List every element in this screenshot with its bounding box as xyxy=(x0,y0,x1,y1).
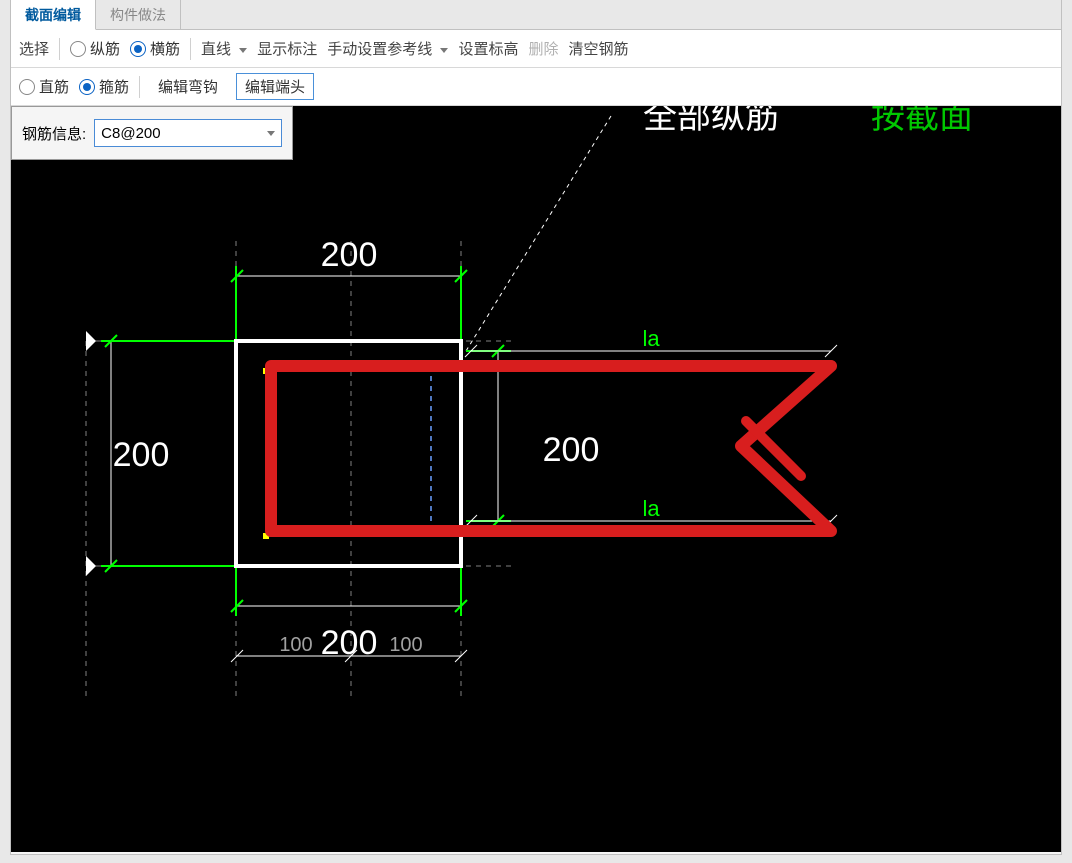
radio-longitudinal-label: 纵筋 xyxy=(90,38,120,59)
dim-top-label: 200 xyxy=(321,236,378,274)
radio-transverse[interactable]: 横筋 xyxy=(130,38,180,59)
dim-top: 200 xyxy=(231,236,467,346)
tab-component-method[interactable]: 构件做法 xyxy=(96,0,181,29)
clear-rebar-button[interactable]: 清空钢筋 xyxy=(568,38,628,59)
section-drawing: 全部纵筋 按截面 200 xyxy=(11,106,1061,852)
chevron-down-icon xyxy=(440,48,448,53)
radio-straight-bar[interactable]: 直筋 xyxy=(19,76,69,97)
edit-end-button[interactable]: 编辑端头 xyxy=(236,73,314,100)
rebar-info-label: 钢筋信息: xyxy=(22,123,86,144)
rebar-hook-icon xyxy=(746,421,801,476)
la-dims: la la xyxy=(465,326,837,527)
chevron-down-icon xyxy=(239,48,247,53)
rebar-info-panel: 钢筋信息: xyxy=(11,106,293,160)
leader-line xyxy=(466,116,611,351)
line-tool-button[interactable]: 直线 xyxy=(201,38,247,59)
dim-bottom-100l: 100 xyxy=(279,634,312,656)
toolbar-main: 选择 纵筋 横筋 直线 显示标注 手动设置参考线 设置标高 删除 清空钢筋 xyxy=(11,30,1061,68)
rebar-info-combo[interactable] xyxy=(94,119,282,147)
canvas-mode: 按截面 xyxy=(871,106,973,136)
radio-transverse-label: 横筋 xyxy=(150,38,180,59)
show-label-button[interactable]: 显示标注 xyxy=(257,38,317,59)
line-tool-label: 直线 xyxy=(201,41,231,58)
radio-icon xyxy=(70,41,86,57)
dim-left: 200 xyxy=(86,331,236,576)
radio-straight-label: 直筋 xyxy=(39,76,69,97)
dim-bottom: 100 100 200 xyxy=(231,566,467,662)
tab-section-edit[interactable]: 截面编辑 xyxy=(11,0,96,30)
delete-button[interactable]: 删除 xyxy=(528,38,558,59)
set-elevation-button[interactable]: 设置标高 xyxy=(458,38,518,59)
rebar-info-input[interactable] xyxy=(101,125,251,142)
dim-mid: 200 xyxy=(466,345,599,527)
app-frame: 截面编辑 构件做法 选择 纵筋 横筋 直线 显示标注 手动设置参考线 设置标高 … xyxy=(10,0,1062,855)
radio-stirrup[interactable]: 箍筋 xyxy=(79,76,129,97)
separator-icon xyxy=(139,76,140,98)
tab-bar: 截面编辑 构件做法 xyxy=(11,0,1061,30)
separator-icon xyxy=(190,38,191,60)
separator-icon xyxy=(59,38,60,60)
inner-stirrup-rect xyxy=(266,371,431,536)
dim-left-label: 200 xyxy=(113,436,170,474)
radio-icon xyxy=(19,79,35,95)
dim-bottom-label: 200 xyxy=(321,624,378,662)
la-bot-label: la xyxy=(642,496,660,521)
dim-bottom-100r: 100 xyxy=(389,634,422,656)
radio-longitudinal[interactable]: 纵筋 xyxy=(70,38,120,59)
edit-hook-button[interactable]: 编辑弯钩 xyxy=(150,73,226,100)
radio-stirrup-label: 箍筋 xyxy=(99,76,129,97)
select-button[interactable]: 选择 xyxy=(19,38,49,59)
dim-mid-label: 200 xyxy=(543,431,600,469)
radio-icon xyxy=(79,79,95,95)
la-top-label: la xyxy=(642,326,660,351)
radio-icon xyxy=(130,41,146,57)
chevron-down-icon[interactable] xyxy=(267,131,275,136)
manual-refline-label: 手动设置参考线 xyxy=(327,41,432,58)
canvas-title: 全部纵筋 xyxy=(643,106,779,136)
drawing-canvas[interactable]: 全部纵筋 按截面 200 xyxy=(11,106,1061,852)
toolbar-secondary: 直筋 箍筋 编辑弯钩 编辑端头 xyxy=(11,68,1061,106)
manual-refline-button[interactable]: 手动设置参考线 xyxy=(327,38,448,59)
